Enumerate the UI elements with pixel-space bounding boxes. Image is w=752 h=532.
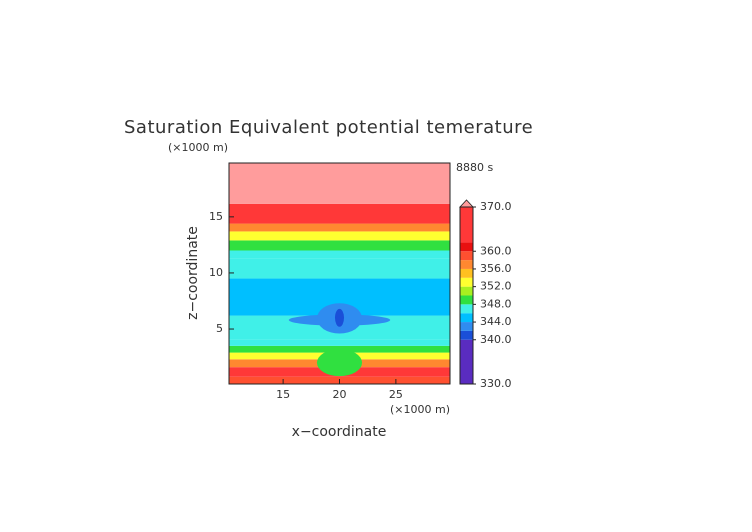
colorbar-band xyxy=(460,339,473,384)
contour-band xyxy=(229,339,450,346)
contour-band xyxy=(229,240,450,251)
colorbar-band xyxy=(460,295,473,305)
colorbar-tick-label: 352.0 xyxy=(480,280,512,293)
colorbar-tick-label: 344.0 xyxy=(480,315,512,328)
colorbar-band xyxy=(460,330,473,340)
contour-region xyxy=(316,349,363,377)
colorbar-band xyxy=(460,313,473,323)
contour-region xyxy=(334,308,345,327)
colorbar-band xyxy=(460,304,473,314)
contour-band xyxy=(229,163,450,204)
colorbar-tick-label: 330.0 xyxy=(480,377,512,390)
x-tick-label: 15 xyxy=(276,388,290,401)
y-tick-label: 15 xyxy=(209,210,223,223)
contour-band xyxy=(229,250,450,259)
colorbar-band xyxy=(460,207,473,243)
colorbar-band xyxy=(460,260,473,269)
colorbar-band xyxy=(460,286,473,296)
colorbar-tick-label: 348.0 xyxy=(480,297,512,310)
colorbar-extend xyxy=(459,199,474,208)
colorbar-band xyxy=(460,242,473,252)
colorbar-tick-label: 370.0 xyxy=(480,200,512,213)
contour-band xyxy=(229,258,450,279)
x-axis-label: x−coordinate xyxy=(292,424,387,440)
colorbar-frame xyxy=(459,206,474,385)
y-tick-label: 10 xyxy=(209,266,223,279)
x-unit: (×1000 m) xyxy=(390,403,450,416)
colorbar-band xyxy=(460,268,473,278)
colorbar-band xyxy=(460,322,473,331)
x-tick-label: 20 xyxy=(333,388,347,401)
colorbar-band xyxy=(460,251,473,261)
contour-band xyxy=(229,231,450,241)
x-tick-label: 25 xyxy=(389,388,403,401)
colorbar-band xyxy=(460,277,473,287)
time-label: 8880 s xyxy=(456,161,493,174)
colorbar-tick-label: 360.0 xyxy=(480,244,512,257)
y-unit: (×1000 m) xyxy=(168,141,228,154)
colorbar-tick-label: 356.0 xyxy=(480,262,512,275)
contour-band xyxy=(229,223,450,232)
contour-band xyxy=(229,203,450,224)
y-axis-label: z−coordinate xyxy=(185,226,201,320)
y-tick-label: 5 xyxy=(216,322,223,335)
colorbar-tick-label: 340.0 xyxy=(480,333,512,346)
chart-title: Saturation Equivalent potential temeratu… xyxy=(124,117,533,138)
